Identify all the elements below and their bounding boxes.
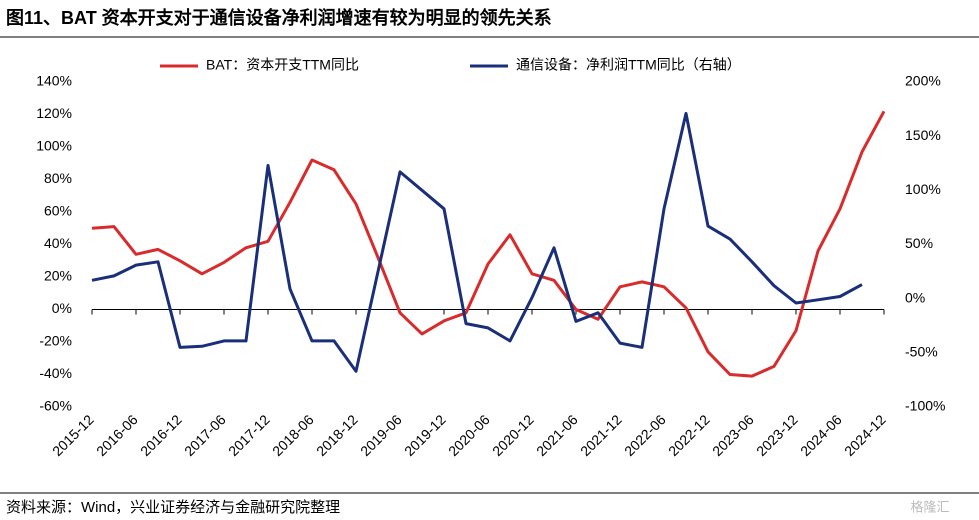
y2-tick-label: 50% bbox=[905, 235, 933, 251]
y-tick-label: 60% bbox=[44, 203, 72, 219]
y-tick-label: 20% bbox=[44, 268, 72, 284]
legend-label: BAT：资本开支TTM同比 bbox=[206, 57, 359, 73]
x-tick-label: 2019-06 bbox=[357, 411, 405, 459]
x-tick-label: 2016-12 bbox=[137, 411, 185, 459]
x-tick-label: 2018-06 bbox=[269, 411, 317, 459]
x-tick-label: 2021-12 bbox=[577, 411, 625, 459]
series-line bbox=[91, 110, 886, 378]
x-tick-label: 2020-06 bbox=[445, 411, 493, 459]
x-tick-label: 2020-12 bbox=[489, 411, 537, 459]
y2-tick-label: -100% bbox=[905, 398, 945, 414]
series-line bbox=[91, 111, 863, 373]
y2-tick-label: 200% bbox=[905, 73, 941, 89]
x-tick-label: 2024-06 bbox=[797, 411, 845, 459]
y-tick-label: -40% bbox=[39, 365, 72, 381]
x-tick-label: 2017-06 bbox=[181, 411, 229, 459]
x-tick-label: 2021-06 bbox=[533, 411, 581, 459]
x-tick-label: 2023-06 bbox=[709, 411, 757, 459]
source-note: 资料来源：Wind，兴业证券经济与金融研究院整理 bbox=[6, 498, 340, 516]
y-tick-label: -60% bbox=[39, 398, 72, 414]
x-tick-label: 2016-06 bbox=[93, 411, 141, 459]
x-tick-label: 2019-12 bbox=[401, 411, 449, 459]
x-tick-label: 2023-12 bbox=[753, 411, 801, 459]
y-tick-label: -20% bbox=[39, 333, 72, 349]
x-tick-label: 2015-12 bbox=[49, 411, 97, 459]
y-tick-label: 120% bbox=[36, 105, 72, 121]
y-tick-label: 80% bbox=[44, 170, 72, 186]
chart-title: 图11、BAT 资本开支对于通信设备净利润增速有较为明显的领先关系 bbox=[6, 7, 552, 28]
y2-tick-label: -50% bbox=[905, 344, 938, 360]
x-tick-label: 2022-06 bbox=[621, 411, 669, 459]
watermark: 格隆汇 bbox=[910, 499, 949, 514]
x-tick-label: 2024-12 bbox=[841, 411, 889, 459]
x-tick-label: 2017-12 bbox=[225, 411, 273, 459]
y-tick-label: 0% bbox=[52, 300, 72, 316]
y-tick-label: 40% bbox=[44, 235, 72, 251]
y2-tick-label: 100% bbox=[905, 181, 941, 197]
legend-label: 通信设备：净利润TTM同比（右轴） bbox=[516, 57, 741, 73]
x-tick-label: 2022-12 bbox=[665, 411, 713, 459]
y-tick-label: 100% bbox=[36, 138, 72, 154]
y2-tick-label: 0% bbox=[905, 289, 925, 305]
x-tick-label: 2018-12 bbox=[313, 411, 361, 459]
y-tick-label: 140% bbox=[36, 73, 72, 89]
y2-tick-label: 150% bbox=[905, 127, 941, 143]
